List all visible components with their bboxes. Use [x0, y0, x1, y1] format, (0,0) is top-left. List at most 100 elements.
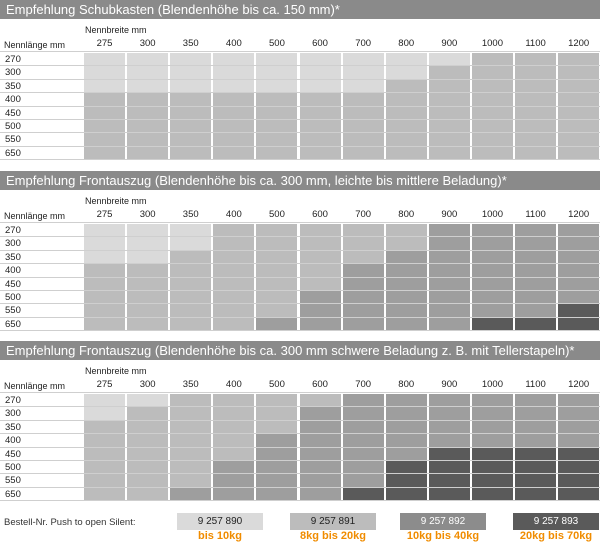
grid-cell [515, 224, 557, 237]
grid-cell [213, 120, 255, 133]
grid-cell [558, 264, 600, 277]
grid-cell [515, 474, 557, 487]
grid-cell [385, 53, 427, 66]
grid-cell [342, 133, 384, 146]
grid-cell [127, 133, 169, 146]
grid-cell [385, 66, 427, 79]
grid-cell [299, 434, 341, 447]
length-label: 350 [5, 421, 21, 433]
grid-cell [385, 291, 427, 304]
grid-cell [170, 291, 212, 304]
grid-cell [428, 277, 470, 290]
grid-cell [84, 474, 126, 487]
row-divider [0, 65, 600, 67]
width-label: 1100 [525, 209, 546, 220]
grid-cell [515, 304, 557, 317]
grid-cell [428, 146, 470, 160]
grid-cell [170, 250, 212, 264]
grid-cell [558, 487, 600, 501]
grid-cell [558, 407, 600, 420]
grid-cell [299, 120, 341, 133]
grid-cell [342, 264, 384, 277]
width-label: 400 [225, 38, 242, 49]
grid-cell [385, 304, 427, 317]
width-label: 900 [441, 379, 458, 390]
grid-cell [170, 474, 212, 487]
grid-cell [84, 224, 126, 237]
grid-cell [299, 237, 341, 250]
grid-cell [170, 146, 212, 160]
grid-cell [299, 264, 341, 277]
grid-cell [84, 447, 126, 460]
grid-cell [299, 317, 341, 331]
grid-cell [256, 237, 298, 250]
grid-cell [256, 264, 298, 277]
grid-cell [342, 447, 384, 460]
grid-cell [213, 250, 255, 264]
length-label: 650 [5, 318, 21, 330]
header-divider [0, 51, 600, 52]
length-label: 400 [5, 435, 21, 447]
grid-cell [127, 277, 169, 290]
grid-cell [558, 447, 600, 460]
nennlaenge-label: Nennlänge mm [4, 381, 66, 391]
grid-cell [515, 237, 557, 250]
grid-cell [127, 487, 169, 501]
grid-cell [515, 394, 557, 407]
length-label: 350 [5, 80, 21, 92]
grid-cell [213, 66, 255, 79]
grid-cell [471, 304, 513, 317]
weight-range-label: 10kg bis 40kg [406, 530, 480, 542]
grid-cell [342, 146, 384, 160]
grid-cell [213, 317, 255, 331]
order-number-badge: 9 257 891 [290, 513, 376, 530]
grid-cell [84, 250, 126, 264]
grid-cell [170, 434, 212, 447]
grid-cell [127, 66, 169, 79]
grid-cell [299, 224, 341, 237]
grid-cell [342, 317, 384, 331]
grid-cell [84, 277, 126, 290]
grid-cell [385, 487, 427, 501]
grid-cell [428, 264, 470, 277]
grid-cell [84, 407, 126, 420]
grid-cell [213, 146, 255, 160]
width-label: 800 [398, 38, 415, 49]
grid-cell [170, 277, 212, 290]
grid-cell [342, 53, 384, 66]
section-title: Empfehlung Frontauszug (Blendenhöhe bis … [0, 341, 600, 360]
order-number-badge: 9 257 890 [177, 513, 263, 530]
grid-cell [342, 487, 384, 501]
table-section: Empfehlung Schubkasten (Blendenhöhe bis … [0, 0, 600, 170]
grid-cell [515, 53, 557, 66]
grid-cell [84, 106, 126, 119]
grid-cell [127, 407, 169, 420]
width-label: 700 [355, 209, 372, 220]
grid-cell [299, 53, 341, 66]
grid-cell [213, 277, 255, 290]
grid-cell [213, 264, 255, 277]
grid-cell [127, 79, 169, 93]
length-label: 500 [5, 462, 21, 473]
nennbreite-label: Nennbreite mm [85, 366, 147, 376]
grid-cell [385, 394, 427, 407]
grid-cell [256, 224, 298, 237]
width-label: 1000 [481, 379, 503, 390]
grid-cell [515, 487, 557, 501]
row-divider [0, 249, 600, 251]
grid-cell [558, 317, 600, 331]
grid-cell [299, 93, 341, 106]
grid-cell [127, 250, 169, 264]
grid-cell [256, 53, 298, 66]
grid-cell [471, 394, 513, 407]
grid-cell [213, 461, 255, 474]
grid-cell [515, 317, 557, 331]
grid-cell [127, 304, 169, 317]
grid-cell [342, 250, 384, 264]
grid-cell [299, 277, 341, 290]
grid-cell [471, 264, 513, 277]
grid-cell [256, 106, 298, 119]
grid-cell [213, 407, 255, 420]
grid-cell [385, 461, 427, 474]
grid-cell [127, 106, 169, 119]
